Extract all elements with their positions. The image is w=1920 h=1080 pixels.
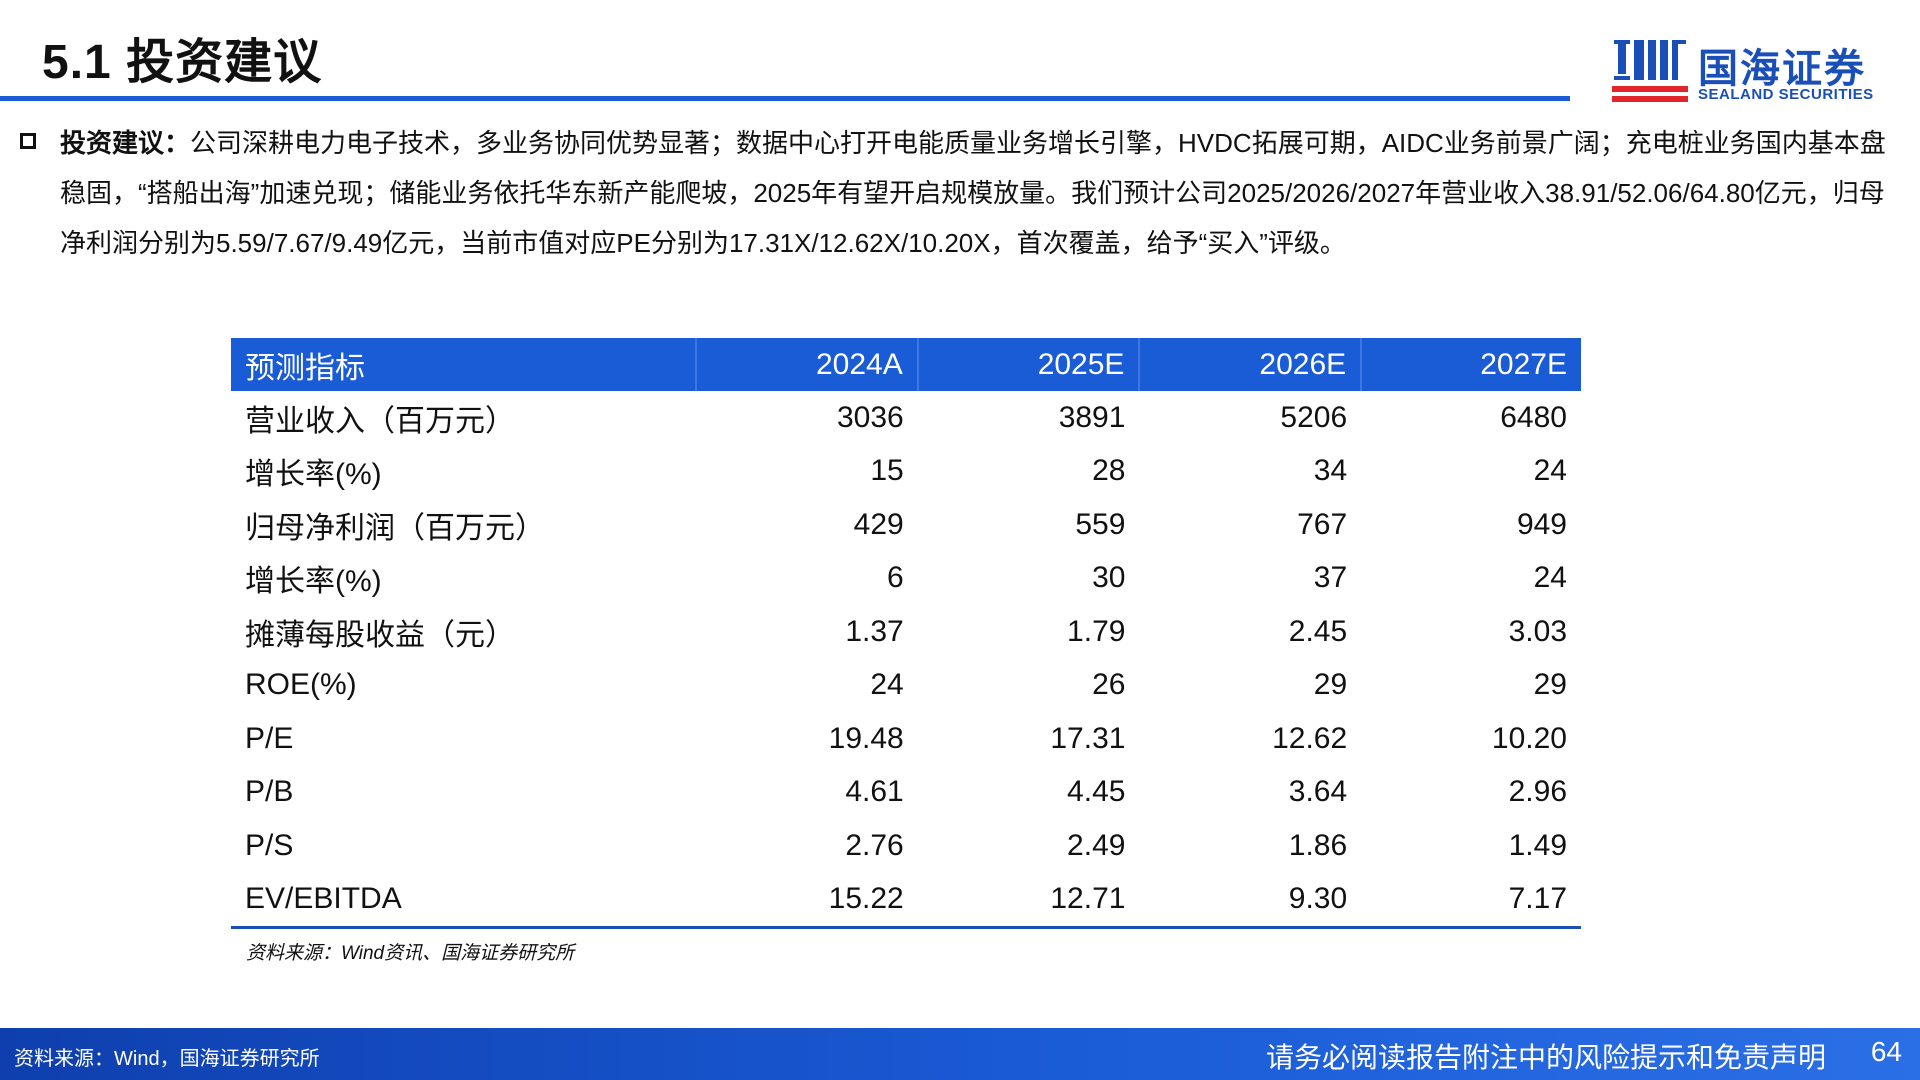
row-label: P/E <box>245 721 294 755</box>
advice-text: 公司深耕电力电子技术，多业务协同优势显著；数据中心打开电能质量业务增长引擎，HV… <box>60 128 1886 258</box>
row-label: P/B <box>245 775 294 809</box>
table-cell: 1.79 <box>1067 614 1126 648</box>
row-label: 归母净利润（百万元） <box>245 511 545 545</box>
table-cell: 6480 <box>1500 400 1567 434</box>
table-cell: 949 <box>1516 507 1567 541</box>
table-cell: 1.86 <box>1288 828 1348 862</box>
table-cell: 7.17 <box>1361 872 1581 929</box>
table-cell: 30 <box>1092 561 1126 595</box>
row-label: 增长率(%) <box>245 565 382 599</box>
table-cell: 12.71 <box>917 872 1140 929</box>
header-cell-2025e: 2025E <box>917 338 1141 391</box>
page-number: 64 <box>1870 1036 1902 1067</box>
table-cell: 15.22 <box>696 872 918 929</box>
table-cell: 4.61 <box>845 775 904 809</box>
header-cell-indicator: 预测指标 <box>231 338 697 391</box>
header-cell-2027e: 2027E <box>1361 338 1581 391</box>
table-row: 归母净利润（百万元） 429 559 767 949 <box>231 498 1581 552</box>
table-cell: 26 <box>1092 668 1126 702</box>
table-cell: 2.49 <box>1067 828 1126 862</box>
table-row: 营业收入（百万元） 3036 3891 5206 6480 <box>231 391 1581 445</box>
sealand-logo-icon <box>1612 40 1688 102</box>
table-row: P/E 19.48 17.31 12.62 10.20 <box>231 712 1581 766</box>
forecast-table: 预测指标 2024A 2025E 2026E 2027E 营业收入（百万元） 3… <box>231 338 1581 929</box>
table-cell: 4.45 <box>1067 775 1126 809</box>
table-cell: 2.76 <box>845 828 904 862</box>
table-row: 增长率(%) 6 30 37 24 <box>231 552 1581 606</box>
row-label: 营业收入（百万元） <box>245 404 515 438</box>
advice-label: 投资建议： <box>60 128 191 158</box>
square-bullet-icon <box>20 133 36 149</box>
header-cell-2026e: 2026E <box>1139 338 1363 391</box>
header-rule <box>0 96 1570 101</box>
table-cell: 17.31 <box>1050 721 1126 755</box>
footer-disclaimer: 请务必阅读报告附注中的风险提示和免责声明 <box>1265 1042 1826 1073</box>
table-cell: 9.30 <box>1139 872 1362 929</box>
table-cell: 24 <box>1533 454 1567 488</box>
table-row: EV/EBITDA 15.22 12.71 9.30 7.17 <box>231 872 1581 929</box>
table-cell: 3036 <box>836 400 904 434</box>
table-cell: 767 <box>1297 507 1348 541</box>
table-cell: 2.96 <box>1508 775 1567 809</box>
table-header-row: 预测指标 2024A 2025E 2026E 2027E <box>231 338 1581 391</box>
table-cell: 3.64 <box>1288 775 1348 809</box>
table-cell: 429 <box>853 507 904 541</box>
table-cell: 5206 <box>1280 400 1348 434</box>
table-cell: 37 <box>1313 561 1348 595</box>
table-cell: 3891 <box>1058 400 1126 434</box>
table-cell: 15 <box>870 454 904 488</box>
table-row: ROE(%) 24 26 29 29 <box>231 659 1581 713</box>
header-cell-2024a: 2024A <box>696 338 919 391</box>
row-label: ROE(%) <box>245 668 357 702</box>
table-cell: 1.49 <box>1508 828 1567 862</box>
row-label: 增长率(%) <box>245 458 382 492</box>
table-row: P/S 2.76 2.49 1.86 1.49 <box>231 819 1581 873</box>
row-label: P/S <box>245 828 294 862</box>
table-cell: 28 <box>1092 454 1126 488</box>
table-cell: 2.45 <box>1288 614 1348 648</box>
logo-name-cn: 国海证券 <box>1698 47 1866 91</box>
table-cell: 1.37 <box>845 614 904 648</box>
table-row: P/B 4.61 4.45 3.64 2.96 <box>231 766 1581 820</box>
table-row: 摊薄每股收益（元） 1.37 1.79 2.45 3.03 <box>231 605 1581 659</box>
table-cell: 12.62 <box>1272 721 1348 755</box>
table-cell: 24 <box>870 668 904 702</box>
table-source-note: 资料来源：Wind资讯、国海证券研究所 <box>246 943 575 964</box>
table-cell: 19.48 <box>828 721 904 755</box>
table-cell: 29 <box>1313 668 1348 702</box>
investment-advice-paragraph: 投资建议：公司深耕电力电子技术，多业务协同优势显著；数据中心打开电能质量业务增长… <box>20 118 1890 268</box>
table-cell: 6 <box>887 561 904 595</box>
table-cell: 34 <box>1313 454 1348 488</box>
table-cell: 29 <box>1533 668 1567 702</box>
table-cell: 559 <box>1075 507 1126 541</box>
table-cell: 10.20 <box>1491 721 1567 755</box>
page-title: 5.1 投资建议 <box>42 36 323 89</box>
footer-source: 资料来源：Wind，国海证券研究所 <box>14 1048 320 1070</box>
table-row: 增长率(%) 15 28 34 24 <box>231 445 1581 499</box>
logo-name-en: SEALAND SECURITIES <box>1698 86 1874 103</box>
table-cell: 3.03 <box>1508 614 1567 648</box>
row-label: EV/EBITDA <box>231 872 696 929</box>
footer-bar: 资料来源：Wind，国海证券研究所 请务必阅读报告附注中的风险提示和免责声明 6… <box>0 1028 1920 1080</box>
table-cell: 24 <box>1533 561 1567 595</box>
row-label: 摊薄每股收益（元） <box>245 618 515 652</box>
brand-logo: 国海证券 SEALAND SECURITIES <box>1612 36 1882 108</box>
